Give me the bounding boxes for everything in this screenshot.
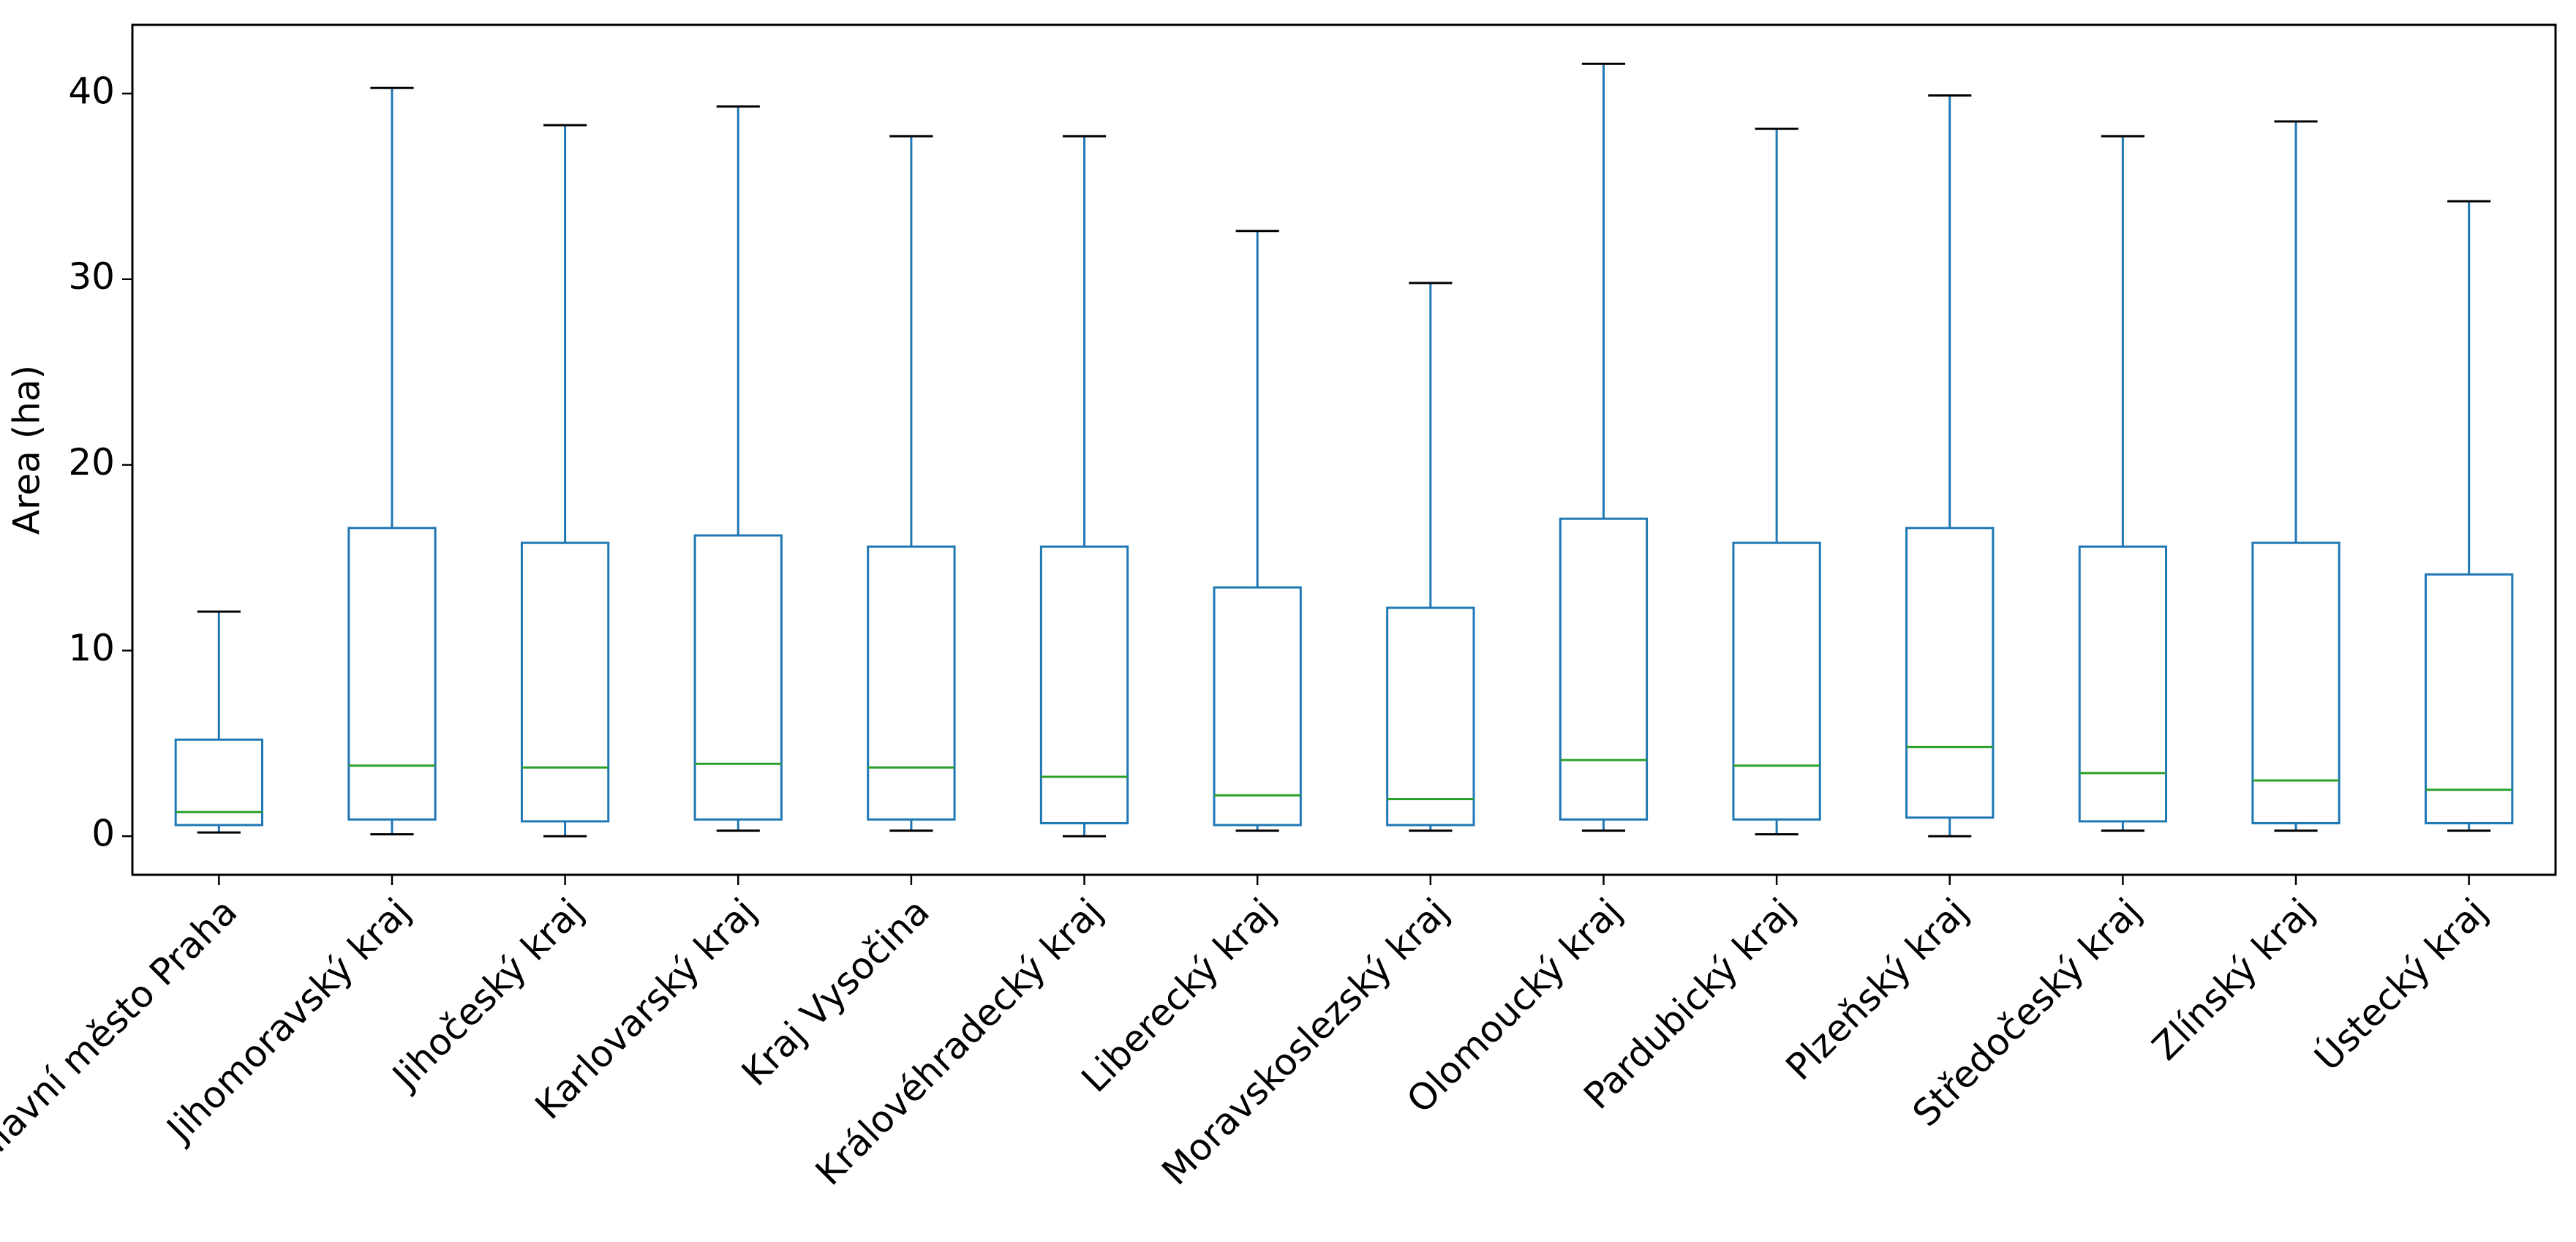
y-tick-label: 30 xyxy=(68,255,115,298)
box xyxy=(1213,586,1302,827)
x-tick-label: Královéhradecký kraj xyxy=(807,890,1111,1194)
plot-frame xyxy=(131,23,2557,876)
box xyxy=(1905,527,1995,819)
y-axis-label: Area (ha) xyxy=(6,365,48,535)
box xyxy=(1386,606,1475,827)
box xyxy=(2425,573,2514,824)
box xyxy=(174,738,263,827)
box xyxy=(1732,541,1821,821)
box xyxy=(347,527,437,821)
x-tick-label: Plzeňský kraj xyxy=(1778,890,1976,1088)
box xyxy=(1559,517,1649,821)
box xyxy=(867,545,956,821)
box xyxy=(2078,545,2168,823)
y-tick-label: 0 xyxy=(91,813,115,855)
box xyxy=(2251,541,2340,824)
x-tick-label: Zlínský kraj xyxy=(2144,890,2322,1069)
y-tick-label: 20 xyxy=(68,441,115,483)
x-tick-label: Ústecký kraj xyxy=(2306,889,2496,1079)
box xyxy=(693,534,783,821)
box xyxy=(520,541,610,823)
box xyxy=(1039,545,1129,824)
x-tick-label: Moravskoslezský kraj xyxy=(1153,890,1456,1193)
y-tick-label: 10 xyxy=(68,627,115,669)
y-tick-label: 40 xyxy=(68,69,115,112)
